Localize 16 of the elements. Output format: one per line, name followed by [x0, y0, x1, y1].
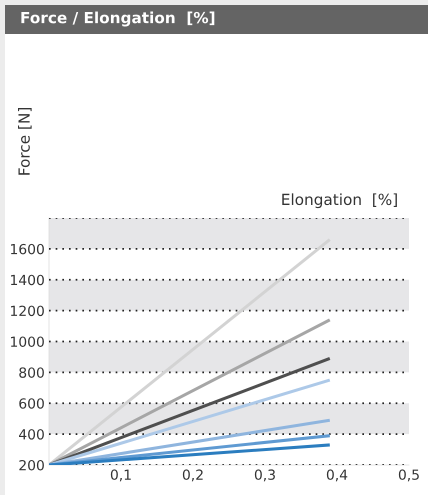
- y-tick-label: 1200: [11, 306, 44, 316]
- y-tick-label: 600: [19, 398, 44, 409]
- x-tick-label: 0,3: [254, 469, 275, 482]
- x-tick-label: 0,2: [182, 469, 203, 482]
- x-tick-label: 0,5: [398, 469, 419, 482]
- y-tick-label: 200: [19, 460, 44, 470]
- chart-title: Force / Elongation [%]: [21, 12, 214, 26]
- x-tick-label: 0,1: [110, 469, 131, 482]
- x-axis-title: Elongation [%]: [282, 193, 397, 208]
- x-tick-label: 0,4: [326, 469, 348, 482]
- y-tick-label: 1400: [11, 274, 44, 286]
- y-tick-label: 800: [19, 367, 44, 378]
- y-axis-title: Force [N]: [18, 108, 32, 175]
- y-tick-label: 1000: [11, 336, 44, 347]
- y-tick-label: 400: [19, 429, 44, 440]
- y-tick-label: 1600: [11, 244, 44, 254]
